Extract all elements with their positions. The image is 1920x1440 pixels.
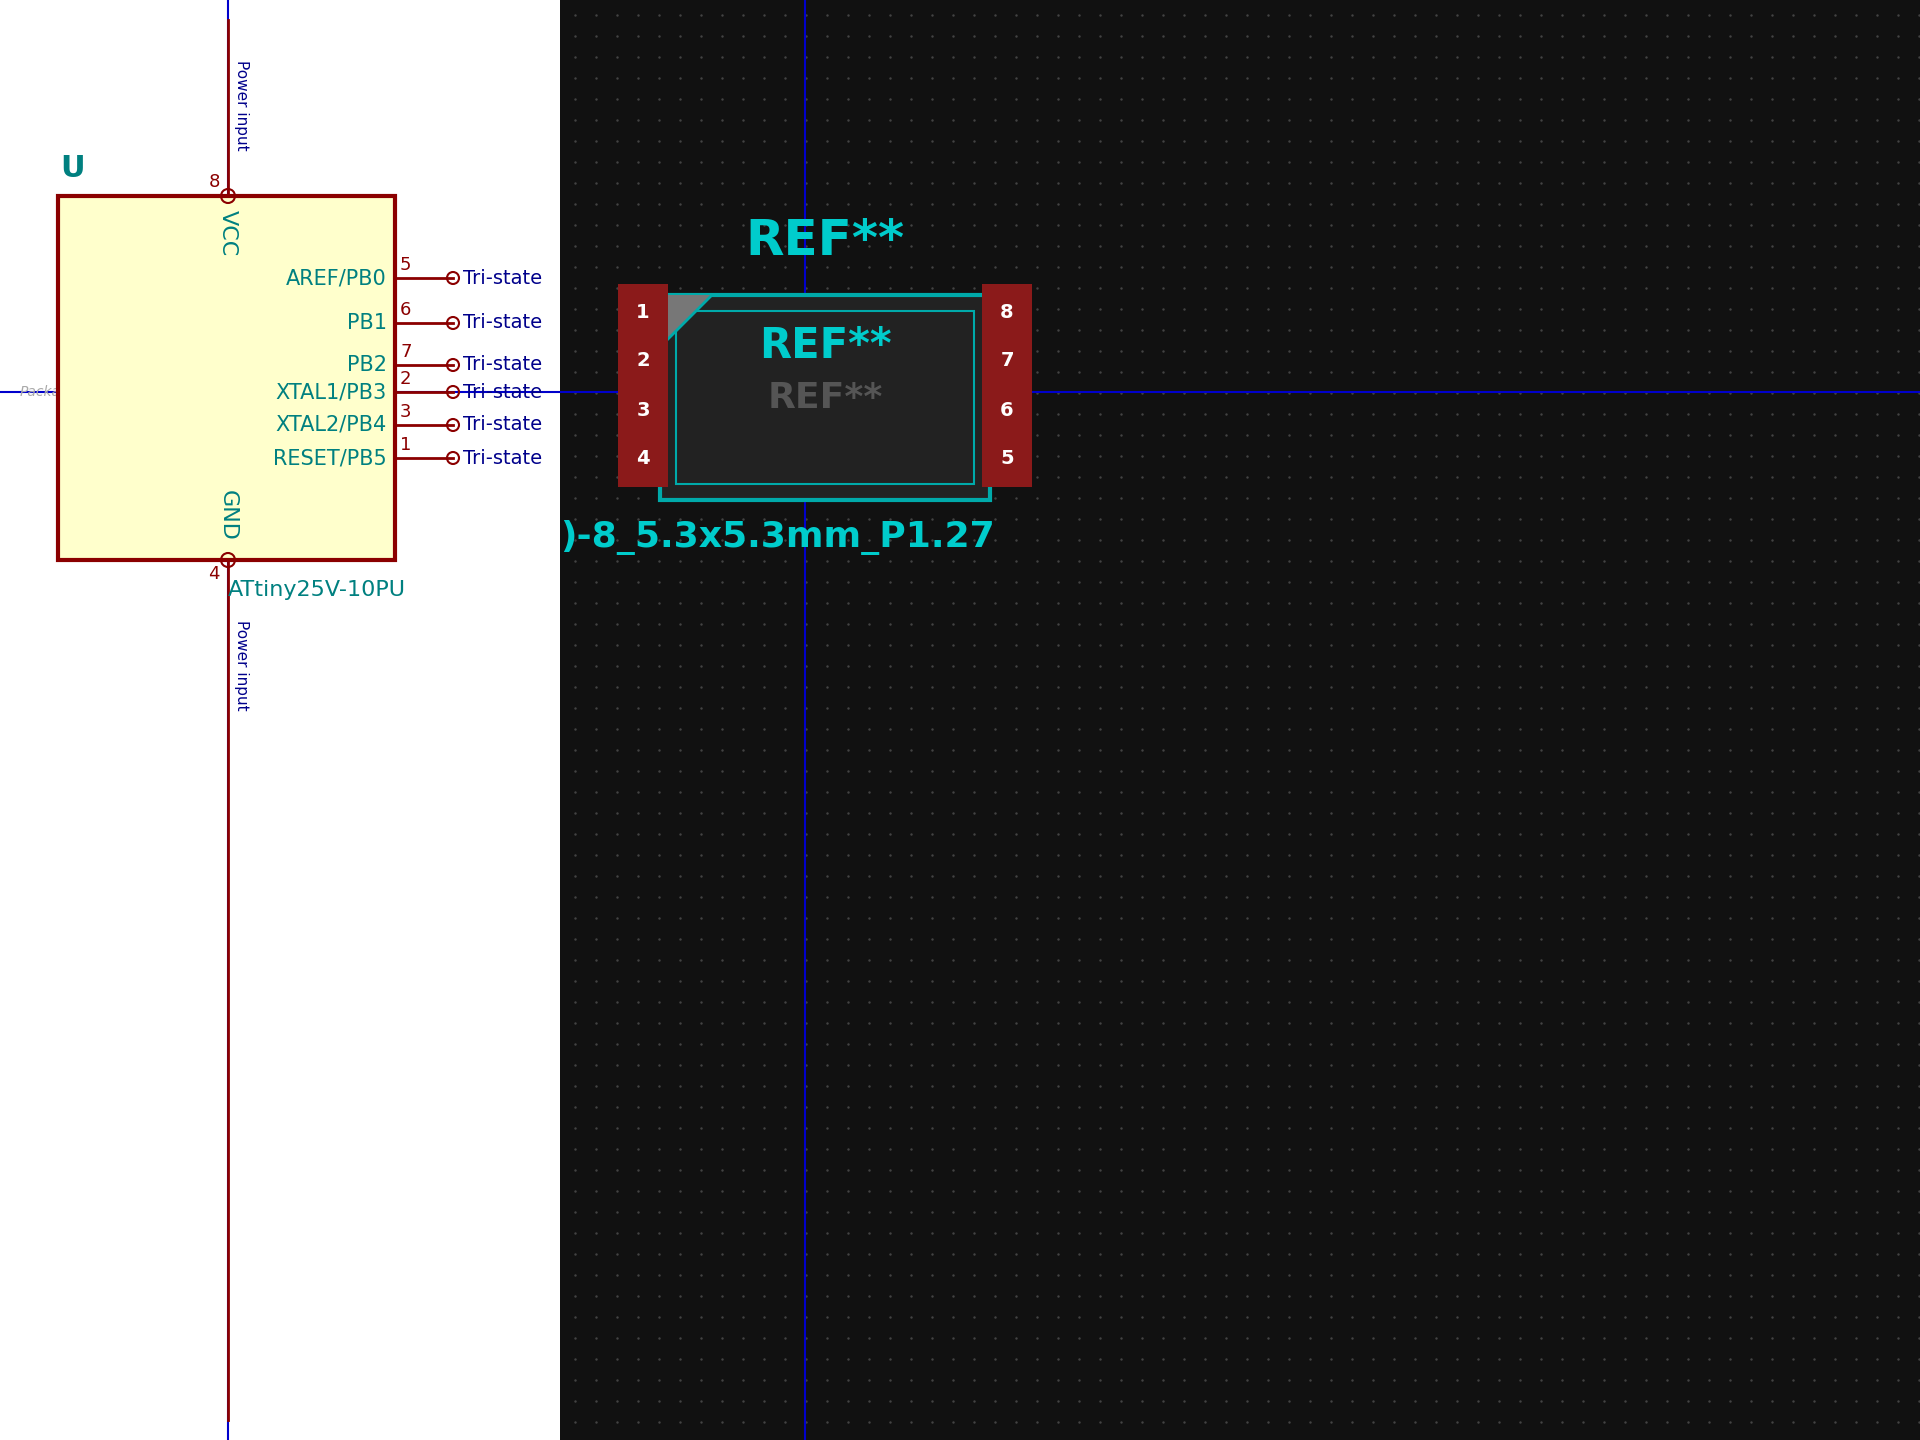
Text: 6: 6 bbox=[1000, 400, 1014, 419]
Text: Tri-state: Tri-state bbox=[463, 356, 541, 374]
Bar bbox=[58, 196, 396, 560]
Text: Tri-state: Tri-state bbox=[463, 448, 541, 468]
Text: XTAL2/PB4: XTAL2/PB4 bbox=[276, 415, 388, 435]
Text: 7: 7 bbox=[399, 343, 411, 361]
Text: ATtiny25V-10PU: ATtiny25V-10PU bbox=[228, 580, 405, 600]
Text: 3: 3 bbox=[636, 400, 649, 419]
Text: 1: 1 bbox=[636, 304, 649, 323]
Bar bbox=[981, 429, 1033, 487]
Text: AREF/PB0: AREF/PB0 bbox=[286, 268, 388, 288]
Text: 1: 1 bbox=[399, 436, 411, 454]
Text: REF**: REF** bbox=[745, 217, 904, 265]
Text: 6: 6 bbox=[399, 301, 411, 320]
Text: 2: 2 bbox=[399, 370, 411, 387]
Bar bbox=[618, 429, 668, 487]
Text: Package_DIP:DIP: Package_DIP:DIP bbox=[19, 384, 136, 399]
Text: 4: 4 bbox=[636, 448, 649, 468]
Text: PB2: PB2 bbox=[348, 356, 388, 374]
Text: Tri-state: Tri-state bbox=[463, 314, 541, 333]
Bar bbox=[561, 0, 1920, 1440]
Text: Tri-state: Tri-state bbox=[463, 268, 541, 288]
Text: 5: 5 bbox=[399, 256, 411, 274]
Text: Power input: Power input bbox=[234, 621, 250, 710]
Bar bbox=[981, 333, 1033, 390]
Text: VCC: VCC bbox=[219, 210, 238, 256]
Text: U: U bbox=[60, 154, 84, 183]
Text: 5: 5 bbox=[1000, 448, 1014, 468]
Bar bbox=[981, 382, 1033, 439]
Text: RESET/PB5: RESET/PB5 bbox=[273, 448, 388, 468]
Text: 3: 3 bbox=[399, 403, 411, 420]
Bar bbox=[618, 382, 668, 439]
Text: 2: 2 bbox=[636, 351, 649, 370]
Text: )-8_5.3x5.3mm_P1.27: )-8_5.3x5.3mm_P1.27 bbox=[561, 520, 995, 554]
Bar bbox=[660, 295, 991, 500]
Text: 8: 8 bbox=[209, 173, 221, 192]
Text: Tri-state: Tri-state bbox=[463, 416, 541, 435]
Text: Tri-state: Tri-state bbox=[463, 383, 541, 402]
Bar bbox=[618, 333, 668, 390]
Bar bbox=[676, 311, 973, 484]
Text: 7: 7 bbox=[1000, 351, 1014, 370]
Text: Power input: Power input bbox=[234, 60, 250, 151]
Text: REF**: REF** bbox=[758, 325, 891, 367]
Text: XTAL1/PB3: XTAL1/PB3 bbox=[276, 382, 388, 402]
Bar bbox=[618, 284, 668, 341]
Text: GND: GND bbox=[219, 490, 238, 541]
Text: PB1: PB1 bbox=[348, 312, 388, 333]
Text: 8: 8 bbox=[1000, 304, 1014, 323]
Polygon shape bbox=[660, 295, 712, 347]
Text: REF**: REF** bbox=[768, 380, 883, 415]
Text: 4: 4 bbox=[209, 564, 221, 583]
Bar bbox=[981, 284, 1033, 341]
